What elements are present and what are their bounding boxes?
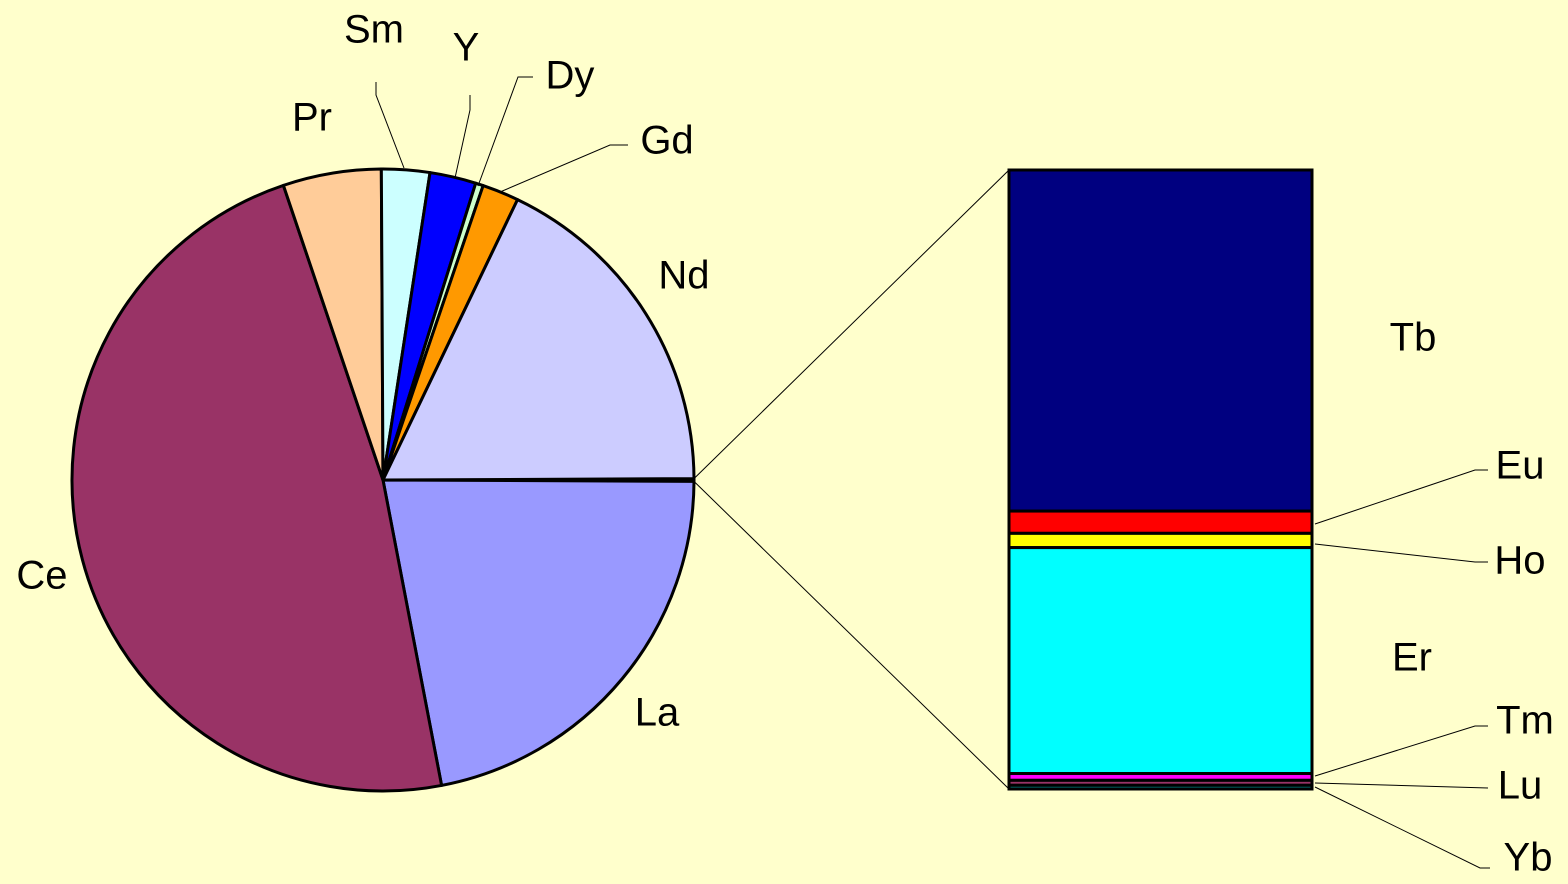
slice-label: Dy <box>546 54 595 98</box>
leader-line <box>1314 725 1488 777</box>
leader-line <box>454 95 471 179</box>
leader-line <box>1314 782 1489 789</box>
slice-label: Gd <box>640 119 693 163</box>
slice-label: Nd <box>658 254 709 298</box>
leader-line <box>375 82 405 169</box>
pie-slice <box>381 198 696 482</box>
pie-slice <box>70 183 444 793</box>
pie-slice <box>381 478 696 787</box>
segment-label: Tm <box>1496 699 1554 743</box>
bar-segment <box>1007 168 1314 513</box>
connector-line <box>693 481 1010 790</box>
slice-label: Sm <box>344 8 404 52</box>
slice-label: Pr <box>292 96 332 140</box>
slice-label: La <box>635 691 680 735</box>
bar-segment <box>1007 509 1314 535</box>
segment-label: Lu <box>1498 764 1543 808</box>
segment-label: Er <box>1392 636 1432 680</box>
segment-label: Tb <box>1390 316 1437 360</box>
slice-label: Y <box>453 26 480 70</box>
leader-line <box>499 144 628 193</box>
segment-label: Yb <box>1504 836 1553 880</box>
leader-line <box>1314 543 1488 563</box>
leader-line <box>1314 786 1490 869</box>
slice-label: Ce <box>16 554 67 598</box>
segment-label: Eu <box>1496 444 1545 488</box>
connector-line <box>693 169 1010 479</box>
bar-segment <box>1007 783 1314 791</box>
bar-segment <box>1007 546 1314 776</box>
segment-label: Ho <box>1494 539 1545 583</box>
leader-line <box>477 76 533 187</box>
leader-line <box>1314 469 1488 525</box>
bar-segment <box>1007 531 1314 550</box>
